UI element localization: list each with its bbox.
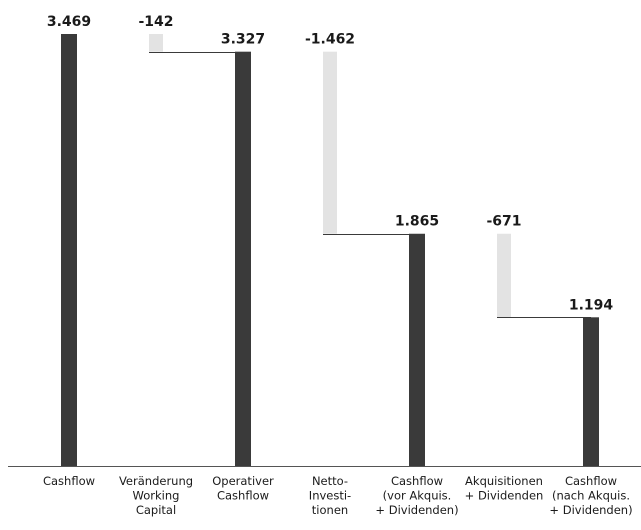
bar-change-4 xyxy=(323,51,337,234)
bar-total-7 xyxy=(583,317,599,466)
tick-label-3: Operativer Cashflow xyxy=(212,474,274,503)
bar-total-1 xyxy=(61,34,77,466)
tick-label-7: Cashflow (nach Akquis. + Dividenden) xyxy=(549,474,632,517)
data-label-1: 3.469 xyxy=(47,14,91,30)
data-label-7: 1.194 xyxy=(569,297,614,313)
tick-label-1: Cashflow xyxy=(43,474,95,488)
data-label-4: -1.462 xyxy=(305,32,355,48)
bar-total-3 xyxy=(235,51,251,467)
bar-change-2 xyxy=(149,34,163,52)
data-label-6: -671 xyxy=(486,214,521,230)
tick-label-5: Cashflow (vor Akquis. + Dividenden) xyxy=(375,474,458,517)
data-label-5: 1.865 xyxy=(395,214,439,230)
bar-total-5 xyxy=(409,233,425,466)
tick-label-2: Veränderung Working Capital xyxy=(119,474,193,517)
data-label-3: 3.327 xyxy=(221,32,265,48)
bar-change-6 xyxy=(497,233,511,318)
data-label-2: -142 xyxy=(138,14,173,30)
tick-label-4: Netto-Investi-tionen xyxy=(309,474,351,517)
tick-label-6: Akquisitionen + Dividenden xyxy=(465,474,544,503)
